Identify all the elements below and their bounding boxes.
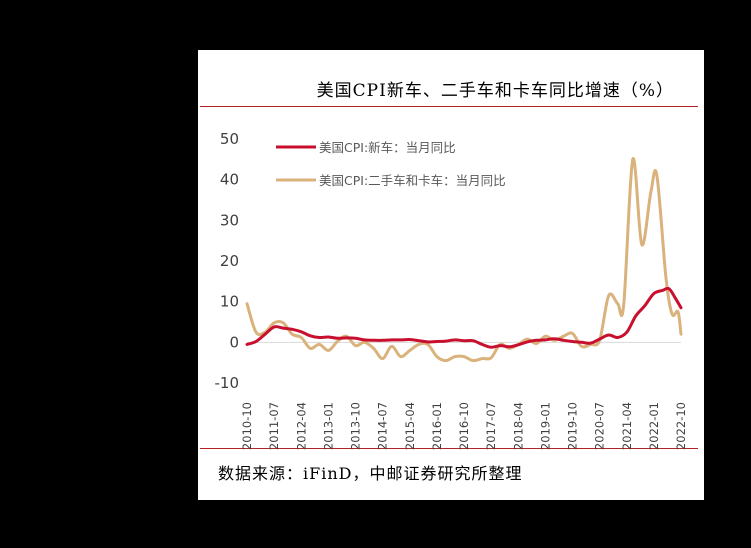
x-tick-label: 2019-10 [566, 402, 580, 450]
y-tick-label: 0 [229, 333, 239, 351]
y-tick-label: -10 [215, 374, 240, 392]
source-rule [200, 448, 698, 449]
x-tick-label: 2022-01 [647, 402, 661, 450]
x-tick-label: 2022-10 [674, 402, 688, 450]
x-tick-label: 2020-07 [593, 402, 607, 450]
x-tick-label: 2015-04 [403, 402, 417, 450]
title-rule [200, 106, 698, 107]
x-tick-label: 2014-07 [376, 402, 390, 450]
x-tick-label: 2021-04 [620, 402, 634, 450]
x-tick-label: 2011-07 [267, 402, 281, 450]
legend-label: 美国CPI:二手车和卡车：当月同比 [319, 173, 506, 188]
series-line-used-car [245, 157, 683, 363]
source-note: 数据来源：iFinD，中邮证券研究所整理 [218, 464, 523, 483]
y-tick-label: 50 [220, 130, 239, 148]
x-tick-label: 2016-01 [430, 402, 444, 450]
y-tick-label: 10 [220, 293, 239, 311]
line-chart: -10 0 10 20 30 40 50 2010-10 2011-07 2012-04 2013-… [215, 130, 689, 450]
x-tick-label: 2017-07 [484, 402, 498, 450]
x-tick-label: 2010-10 [240, 402, 254, 450]
chart-title: 美国CPI新车、二手车和卡车同比增速（%） [316, 81, 674, 101]
x-tick-label: 2019-01 [538, 402, 552, 450]
legend-label: 美国CPI:新车：当月同比 [319, 140, 456, 155]
x-tick-label: 2013-01 [321, 402, 335, 450]
x-tick-label: 2013-10 [349, 402, 363, 450]
y-tick-label: 20 [220, 252, 239, 270]
series-line-new-car [245, 286, 683, 349]
y-tick-label: 30 [220, 211, 239, 229]
x-tick-label: 2012-04 [294, 402, 308, 450]
x-tick-label: 2016-10 [457, 402, 471, 450]
y-tick-label: 40 [220, 171, 239, 189]
chart-panel: 美国CPI新车、二手车和卡车同比增速（%） 数据来源：iFinD，中邮证券研究所… [198, 50, 704, 500]
x-tick-label: 2018-04 [511, 402, 525, 450]
